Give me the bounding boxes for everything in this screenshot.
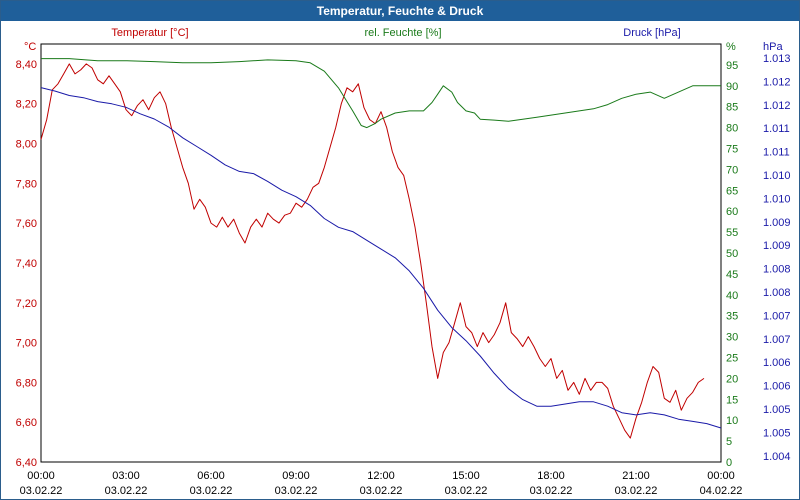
humidity-tick-label: 0 (726, 457, 732, 469)
pressure-tick-label: 1.006 (763, 357, 791, 369)
pressure-tick-label: 1.013 (763, 53, 791, 65)
temperature-tick-label: 8,00 (16, 139, 37, 151)
axis-labels: 8,40 8,20 8,00 7,80 7,60 7,40 7,20 7,00 6,80 6,60… (16, 27, 791, 497)
humidity-tick-label: 85 (726, 102, 738, 114)
temperature-line (40, 63, 705, 439)
x-tick-time: 12:00 (367, 470, 395, 482)
x-tick-time: 06:00 (197, 470, 225, 482)
axes (40, 43, 722, 463)
pressure-tick-label: 1.009 (763, 217, 791, 229)
temperature-tick-label: 8,20 (16, 99, 37, 111)
pressure-tick-label: 1.004 (763, 451, 791, 463)
pressure-tick-label: 1.010 (763, 193, 791, 205)
pressure-tick-label: 1.010 (763, 170, 791, 182)
humidity-tick-label: 90 (726, 81, 738, 93)
x-tick-date: 03.02.22 (275, 485, 318, 497)
x-tick-time: 00:00 (27, 470, 55, 482)
pressure-unit-label: hPa (763, 41, 783, 53)
x-tick-date: 04.02.22 (700, 485, 743, 497)
x-tick-time: 00:00 (707, 470, 735, 482)
pressure-tick-label: 1.009 (763, 240, 791, 252)
temperature-tick-label: 6,60 (16, 417, 37, 429)
x-tick-date: 03.02.22 (445, 485, 488, 497)
chart-title: Temperatur, Feuchte & Druck (1, 1, 799, 21)
pressure-tick-label: 1.012 (763, 76, 791, 88)
humidity-tick-label: 95 (726, 60, 738, 72)
x-tick-time: 21:00 (622, 470, 650, 482)
temperature-tick-label: 6,80 (16, 377, 37, 389)
temperature-tick-label: 7,00 (16, 338, 37, 350)
temperature-tick-label: 7,40 (16, 258, 37, 270)
temperature-axis-title: Temperatur [°C] (111, 27, 188, 39)
x-tick-time: 18:00 (537, 470, 565, 482)
humidity-tick-label: 65 (726, 185, 738, 197)
humidity-unit-label: % (726, 41, 736, 53)
pressure-line (40, 87, 722, 429)
temperature-tick-label: 7,80 (16, 178, 37, 190)
humidity-tick-label: 20 (726, 373, 738, 385)
pressure-tick-label: 1.011 (763, 147, 790, 159)
humidity-tick-label: 30 (726, 332, 738, 344)
humidity-tick-label: 25 (726, 353, 738, 365)
pressure-tick-label: 1.011 (763, 123, 790, 135)
humidity-tick-label: 35 (726, 311, 738, 323)
pressure-tick-label: 1.008 (763, 287, 791, 299)
pressure-tick-label: 1.006 (763, 381, 791, 393)
pressure-tick-label: 1.005 (763, 404, 791, 416)
series-layer (40, 58, 722, 439)
temperature-tick-label: 7,60 (16, 218, 37, 230)
pressure-tick-label: 1.008 (763, 264, 791, 276)
humidity-tick-label: 5 (726, 436, 732, 448)
x-tick-date: 03.02.22 (20, 485, 63, 497)
humidity-tick-label: 70 (726, 164, 738, 176)
x-tick-date: 03.02.22 (530, 485, 573, 497)
humidity-tick-label: 45 (726, 269, 738, 281)
humidity-tick-label: 80 (726, 123, 738, 135)
temperature-tick-label: 7,20 (16, 298, 37, 310)
temperature-tick-label: 8,40 (16, 59, 37, 71)
humidity-tick-label: 60 (726, 206, 738, 218)
x-tick-date: 03.02.22 (190, 485, 233, 497)
humidity-line (41, 58, 721, 129)
pressure-tick-label: 1.007 (763, 334, 791, 346)
temperature-tick-label: 6,40 (16, 457, 37, 469)
x-tick-time: 15:00 (452, 470, 480, 482)
pressure-tick-label: 1.005 (763, 427, 791, 439)
humidity-tick-label: 10 (726, 415, 738, 427)
plot-frame (40, 43, 722, 463)
x-tick-time: 03:00 (112, 470, 140, 482)
x-tick-date: 03.02.22 (615, 485, 658, 497)
humidity-tick-label: 50 (726, 248, 738, 260)
x-tick-time: 09:00 (282, 470, 310, 482)
pressure-axis-title: Druck [hPa] (623, 27, 680, 39)
pressure-tick-label: 1.007 (763, 310, 791, 322)
humidity-tick-label: 55 (726, 227, 738, 239)
humidity-tick-label: 15 (726, 394, 738, 406)
temperature-unit-label: °C (24, 41, 36, 53)
humidity-axis-title: rel. Feuchte [%] (364, 27, 441, 39)
pressure-tick-label: 1.012 (763, 100, 791, 112)
humidity-tick-label: 75 (726, 144, 738, 156)
x-tick-date: 03.02.22 (360, 485, 403, 497)
x-tick-date: 03.02.22 (105, 485, 148, 497)
humidity-tick-label: 40 (726, 290, 738, 302)
